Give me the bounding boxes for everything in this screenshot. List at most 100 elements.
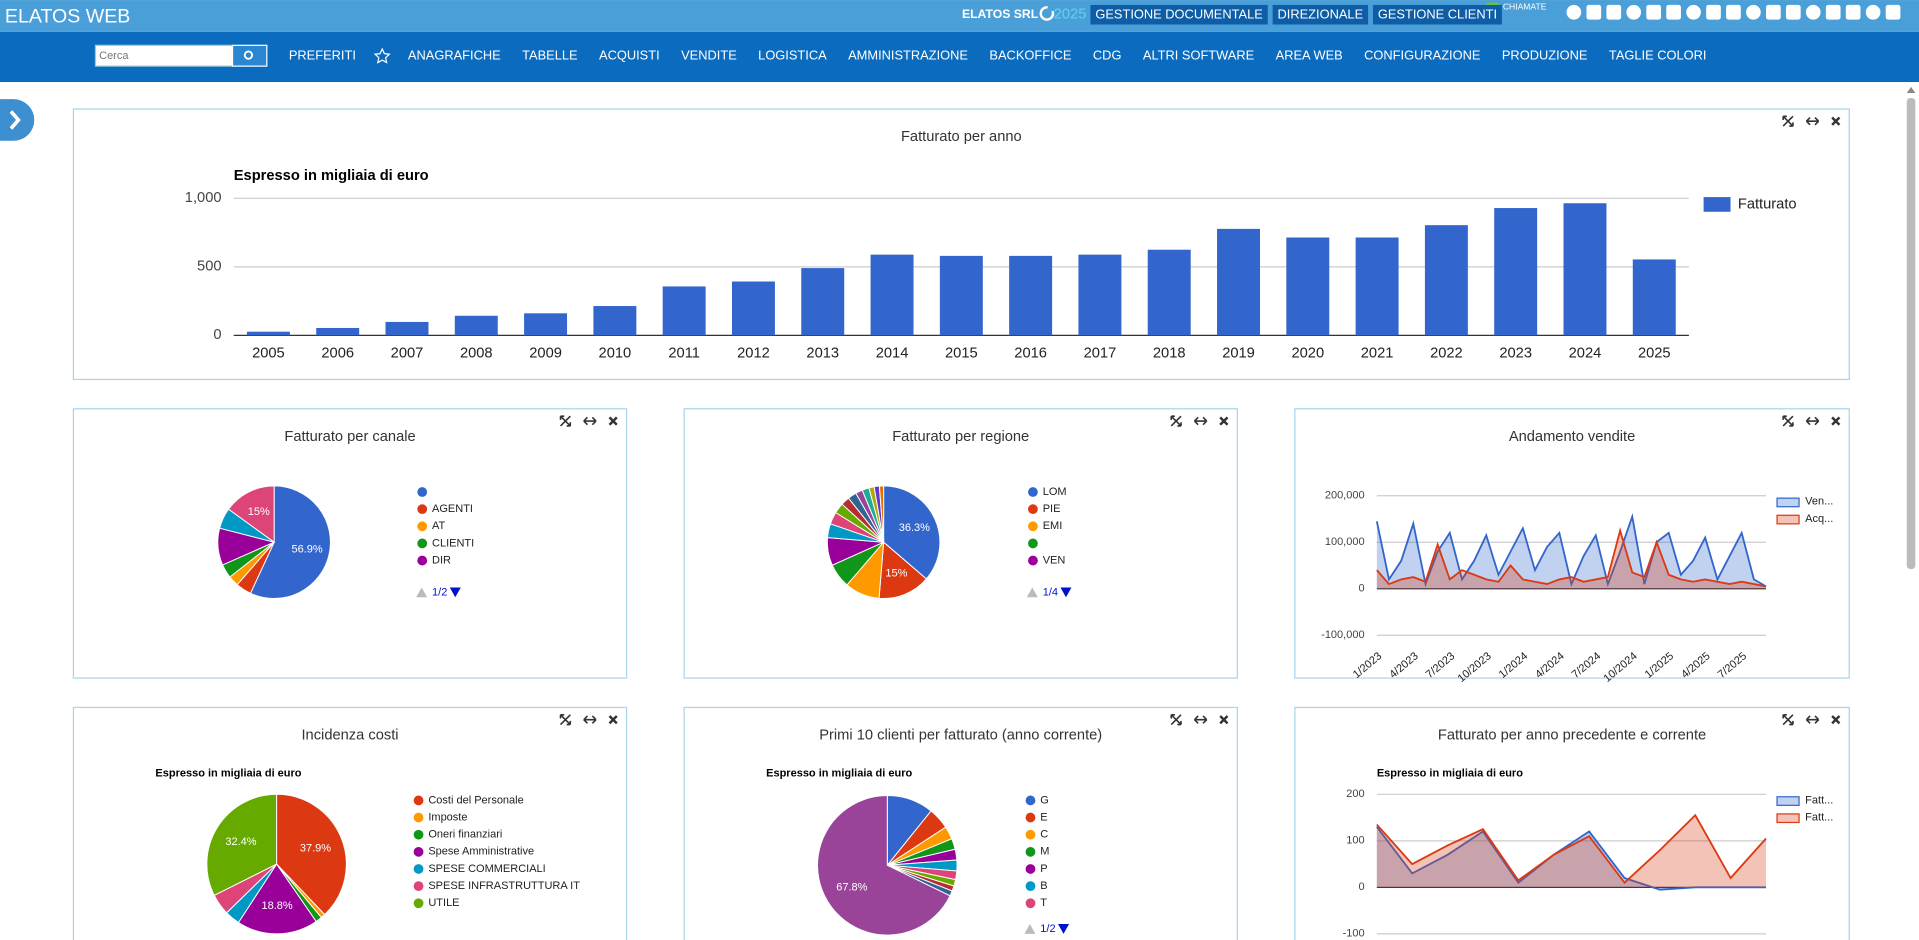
header-button-label[interactable]: DIREZIONALE [1278,7,1364,22]
close-icon[interactable] [608,715,618,725]
company[interactable]: ELATOS SRL [962,7,1039,21]
toolbar-icon[interactable] [1626,4,1642,20]
header-button[interactable] [1372,4,1502,25]
header-button-label[interactable]: GESTIONE DOCUMENTALE [1095,7,1263,22]
y-tick-label: 0 [1358,583,1364,595]
close-icon[interactable] [1831,416,1841,426]
pager-prev[interactable] [1024,924,1036,934]
bar [385,321,429,336]
close-icon[interactable] [1219,715,1229,725]
close-icon[interactable] [1831,715,1841,725]
nav-item[interactable]: PREFERITI [289,48,356,63]
nav-item[interactable]: TAGLIE COLORI [1609,48,1707,63]
nav-item[interactable]: TABELLE [522,48,578,63]
calls[interactable]: CHIAMATE [1503,2,1547,12]
scrollbar[interactable] [1906,97,1916,570]
widget-title: Primi 10 clienti per fatturato (anno cor… [819,727,1102,743]
nav-item[interactable]: ALTRI SOFTWARE [1143,48,1255,63]
nav-item[interactable]: PRODUZIONE [1502,48,1588,63]
toolbar-icon[interactable] [1666,4,1681,20]
close-icon[interactable] [608,416,618,426]
nav-item[interactable]: CDG [1093,48,1122,63]
y-tick-label: -100,000 [1321,629,1364,641]
widget: Fatturato per canale 56.9% 15% AGENTI AT CLIE… [72,408,628,679]
toolbar-icon[interactable] [1606,4,1622,20]
expand-icon[interactable] [1782,115,1794,127]
resize-icon[interactable] [1193,416,1208,426]
header-button[interactable] [1090,4,1268,25]
expand-icon[interactable] [1782,415,1794,427]
x-tick-label: 2005 [252,346,285,362]
expand-icon[interactable] [1170,415,1182,427]
legend-dot [1025,812,1036,823]
nav-item[interactable]: BACKOFFICE [989,48,1072,63]
nav-item[interactable]: CONFIGURAZIONE [1364,48,1481,63]
pager-prev[interactable] [1026,587,1038,598]
legend-swatch [1776,796,1800,806]
pager-next[interactable] [1058,924,1070,934]
toolbar-icon[interactable] [1726,4,1741,20]
header-button-label[interactable]: GESTIONE CLIENTI [1378,7,1497,22]
resize-icon[interactable] [583,715,597,724]
toolbar-icon[interactable] [1805,4,1821,20]
toolbar-icon[interactable] [1845,4,1861,20]
close-icon[interactable] [1219,416,1229,426]
refresh-icon[interactable] [1039,6,1055,21]
star-icon[interactable] [373,47,391,64]
bar [731,281,775,336]
nav-item[interactable]: AMMINISTRAZIONE [848,48,968,63]
pager-label: 1/2 [1040,923,1055,935]
resize-icon[interactable] [1805,416,1820,426]
header-button[interactable] [1272,4,1369,25]
nav-item[interactable]: ANAGRAFICHE [408,48,501,63]
pager-next[interactable] [449,587,461,598]
toolbar-icon[interactable] [1566,4,1582,20]
nav-item[interactable]: LOGISTICA [758,48,827,63]
resize-icon[interactable] [1193,715,1208,724]
toolbar-icon[interactable] [1686,4,1701,20]
pager-next[interactable] [1060,587,1072,598]
toolbar-icon[interactable] [1885,4,1901,20]
legend-dot [1028,538,1038,549]
legend-dot [413,898,424,909]
nav-item[interactable]: AREA WEB [1276,48,1343,63]
toolbar-icon[interactable] [1825,4,1841,20]
resize-icon[interactable] [1805,116,1820,126]
widget: Andamento vendite -100,000 0 100,000 200,000… [1294,408,1850,685]
nav-item[interactable]: ACQUISTI [599,48,660,63]
expand-icon[interactable] [559,415,572,427]
nav-item[interactable]: VENDITE [681,48,737,63]
legend-dot [1025,846,1036,857]
legend-label: LOM [1043,486,1067,498]
toolbar-icon[interactable] [1766,4,1781,20]
toolbar-icon[interactable] [1646,4,1662,20]
y-tick-label: 200,000 [1325,490,1365,502]
resize-icon[interactable] [583,416,597,426]
bar [939,255,983,336]
line [1376,826,1767,891]
legend-dot [417,504,428,515]
widget: Fatturato per regione 36.3% 15% LOM PIE EMI VE… [683,408,1238,679]
toolbar-icon[interactable] [1586,4,1602,20]
legend-dot [417,555,428,566]
toolbar-icon[interactable] [1746,4,1761,20]
search-button[interactable] [231,44,268,67]
legend-label: AT [432,520,446,532]
x-tick-label: 2013 [806,346,839,362]
resize-icon[interactable] [1805,715,1820,724]
toolbar-icon[interactable] [1706,4,1721,20]
scroll-up[interactable] [1906,86,1916,94]
expand-icon[interactable] [1782,713,1794,726]
line [1375,513,1767,588]
expand-icon[interactable] [1170,713,1182,726]
bar [593,306,637,336]
pager-prev[interactable] [416,587,428,598]
expand-icon[interactable] [559,713,572,726]
x-tick-label: 2011 [668,346,700,362]
bar [524,313,568,336]
close-icon[interactable] [1831,116,1841,126]
toolbar-icon[interactable] [1785,4,1801,20]
year[interactable]: 2025 [1054,7,1087,23]
toolbar-icon[interactable] [1865,4,1881,20]
legend-dot [417,521,428,532]
